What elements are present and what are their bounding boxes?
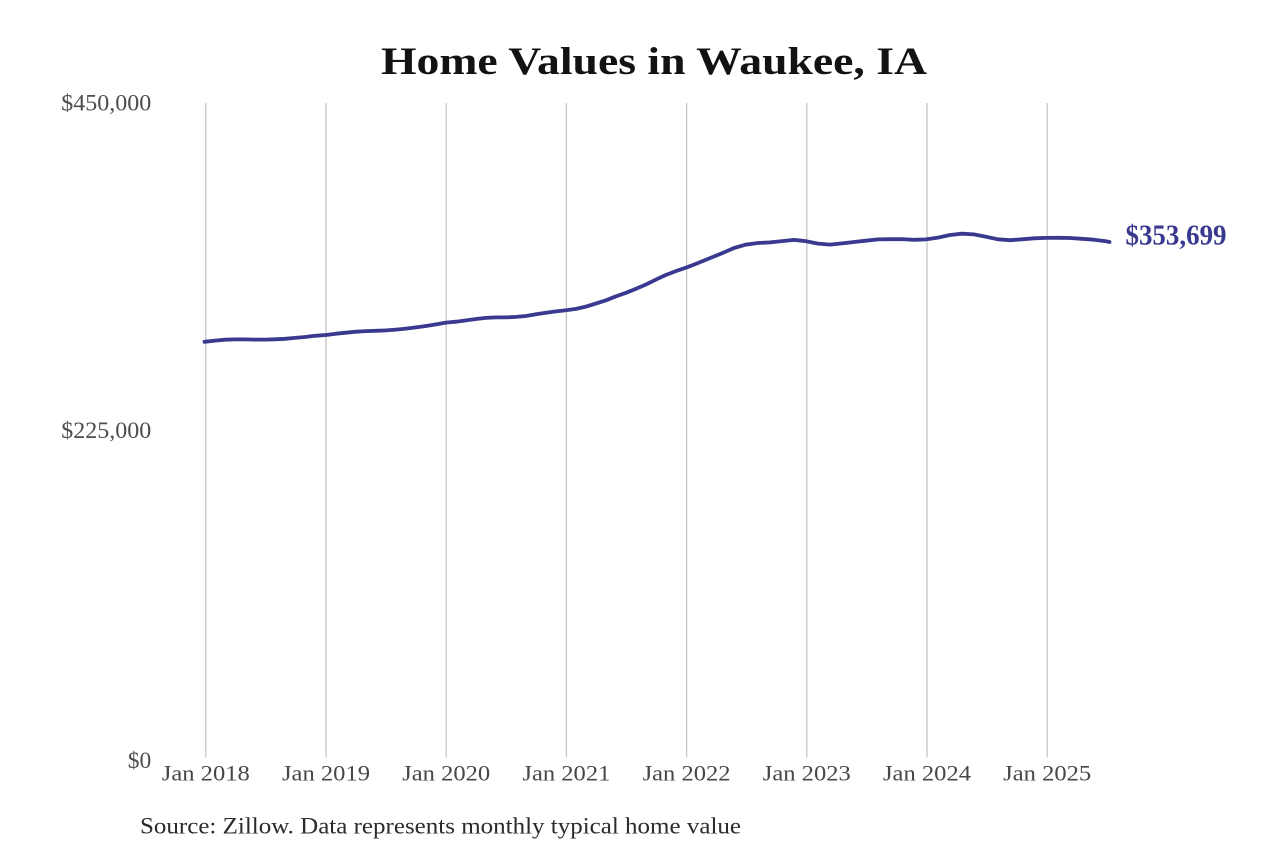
svg-text:Home Values in Waukee, IA: Home Values in Waukee, IA bbox=[381, 40, 927, 83]
svg-text:Jan 2019: Jan 2019 bbox=[282, 761, 370, 786]
svg-text:$0: $0 bbox=[128, 748, 152, 774]
svg-text:Jan 2018: Jan 2018 bbox=[162, 761, 250, 786]
svg-text:Jan 2022: Jan 2022 bbox=[643, 761, 731, 786]
svg-text:Jan 2020: Jan 2020 bbox=[402, 761, 490, 786]
svg-text:Jan 2023: Jan 2023 bbox=[763, 761, 851, 786]
svg-text:Jan 2024: Jan 2024 bbox=[883, 761, 971, 786]
svg-text:Source: Zillow. Data represent: Source: Zillow. Data represents monthly … bbox=[140, 814, 741, 839]
svg-text:$450,000: $450,000 bbox=[61, 91, 151, 117]
svg-text:Jan 2021: Jan 2021 bbox=[522, 761, 610, 786]
svg-text:$353,699: $353,699 bbox=[1126, 220, 1227, 251]
svg-text:$225,000: $225,000 bbox=[61, 418, 151, 444]
svg-text:Jan 2025: Jan 2025 bbox=[1003, 761, 1091, 786]
